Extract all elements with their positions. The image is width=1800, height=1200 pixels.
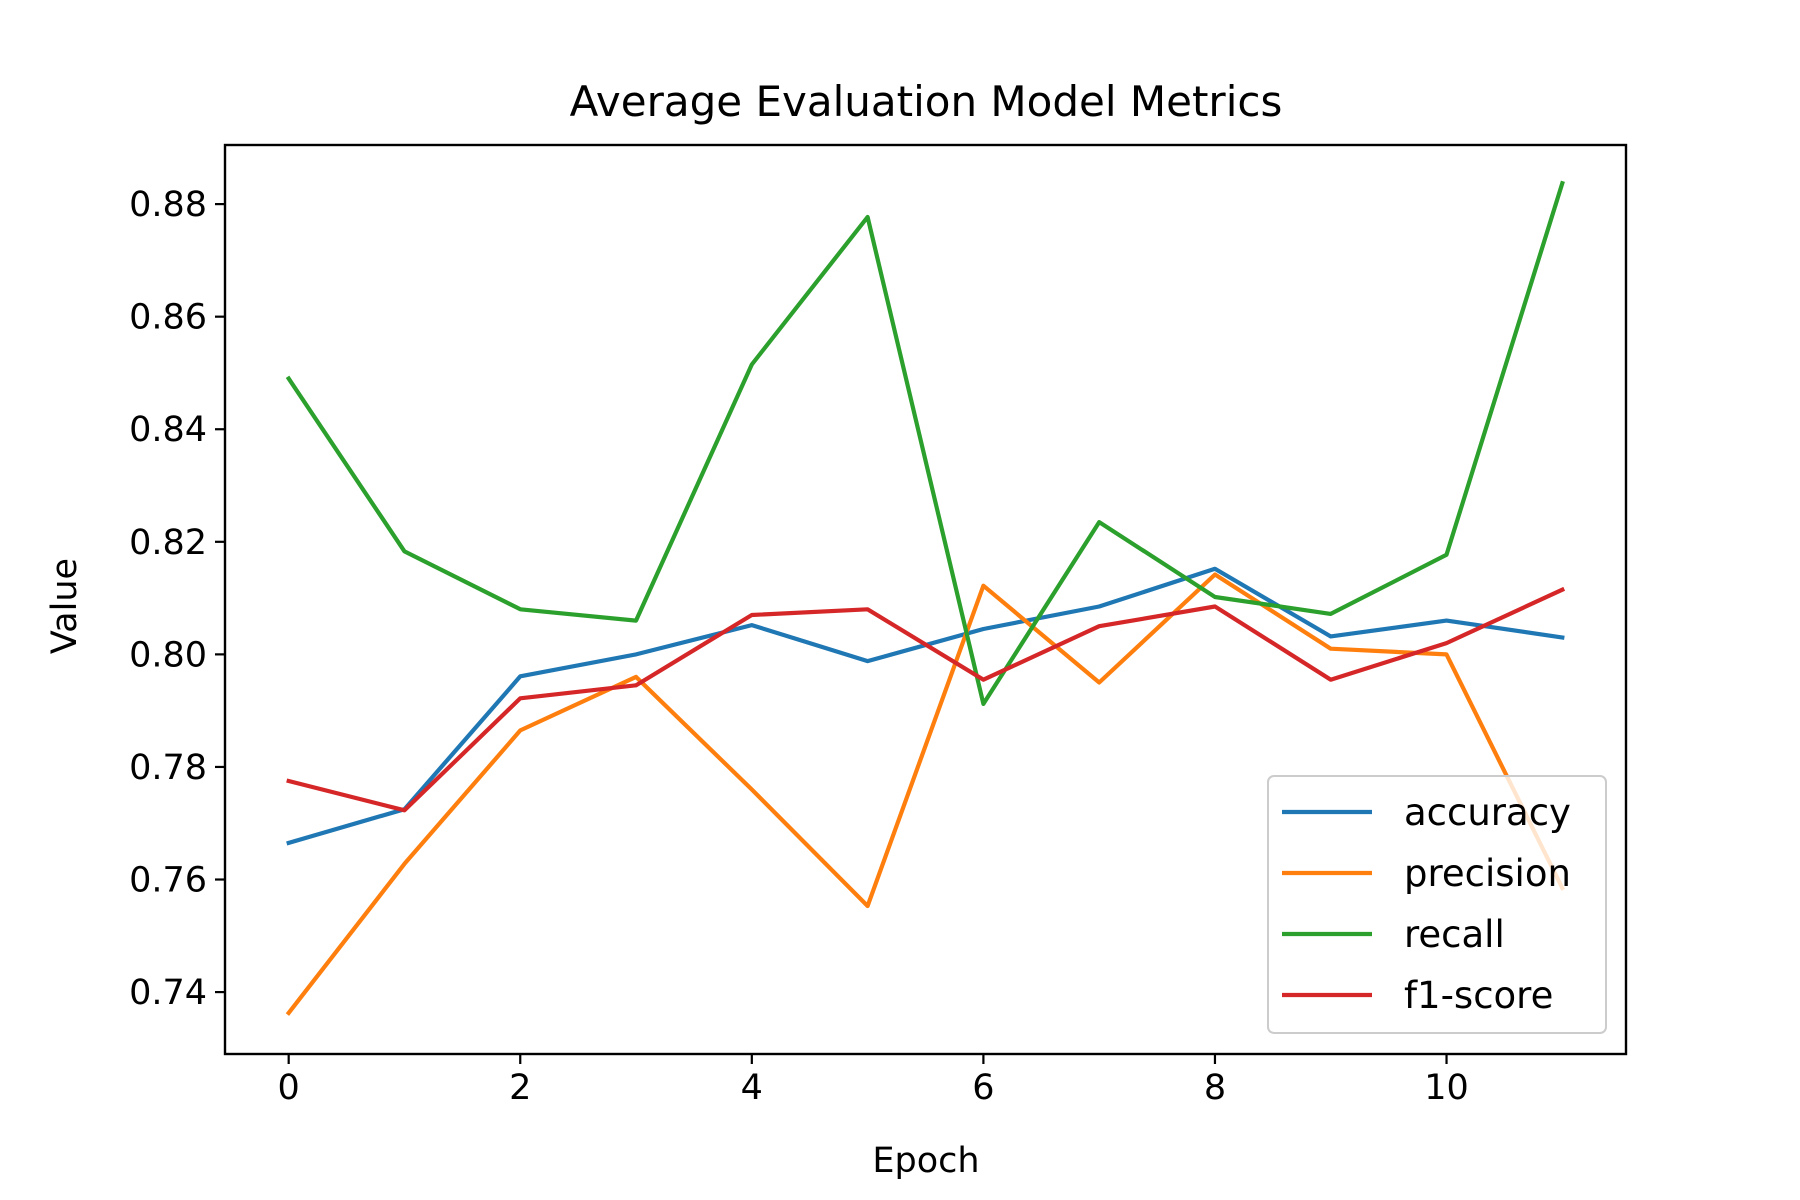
x-tick-label: 2 — [509, 1068, 531, 1108]
x-tick-label: 6 — [972, 1068, 994, 1108]
x-tick-label: 10 — [1424, 1068, 1469, 1108]
legend-label-f1-score: f1-score — [1404, 974, 1553, 1017]
y-tick-label: 0.74 — [129, 973, 207, 1013]
y-tick-label: 0.86 — [129, 298, 207, 338]
legend-box — [1267, 775, 1607, 1034]
x-tick-label: 4 — [741, 1068, 763, 1108]
legend: accuracy precision recall f1-score — [1267, 775, 1607, 1034]
x-axis-label: Epoch — [872, 1141, 979, 1181]
y-tick-label: 0.84 — [129, 410, 207, 450]
y-tick-label: 0.80 — [129, 635, 207, 675]
series-line-f1-score — [286, 586, 1566, 813]
series-line-recall — [285, 180, 1565, 707]
series-line-precision — [285, 572, 1566, 1016]
legend-label-precision: precision — [1404, 852, 1571, 895]
legend-label-recall: recall — [1404, 913, 1505, 956]
y-tick-label: 0.88 — [129, 185, 207, 225]
y-tick-label: 0.82 — [129, 523, 207, 563]
chart-title: Average Evaluation Model Metrics — [570, 77, 1283, 126]
legend-label-accuracy: accuracy — [1404, 791, 1571, 834]
y-tick-label: 0.78 — [129, 748, 207, 788]
x-tick-label: 0 — [278, 1068, 300, 1108]
plot-area: 0 2 4 6 8 10 0.74 0.76 0.78 0.80 0.82 0.84 0.86 0.88 — [129, 143, 1628, 1108]
y-axis-label: Value — [45, 558, 85, 654]
x-tick-label: 8 — [1204, 1068, 1226, 1108]
y-tick-label: 0.76 — [129, 861, 207, 901]
axes-frame — [223, 143, 1628, 1056]
